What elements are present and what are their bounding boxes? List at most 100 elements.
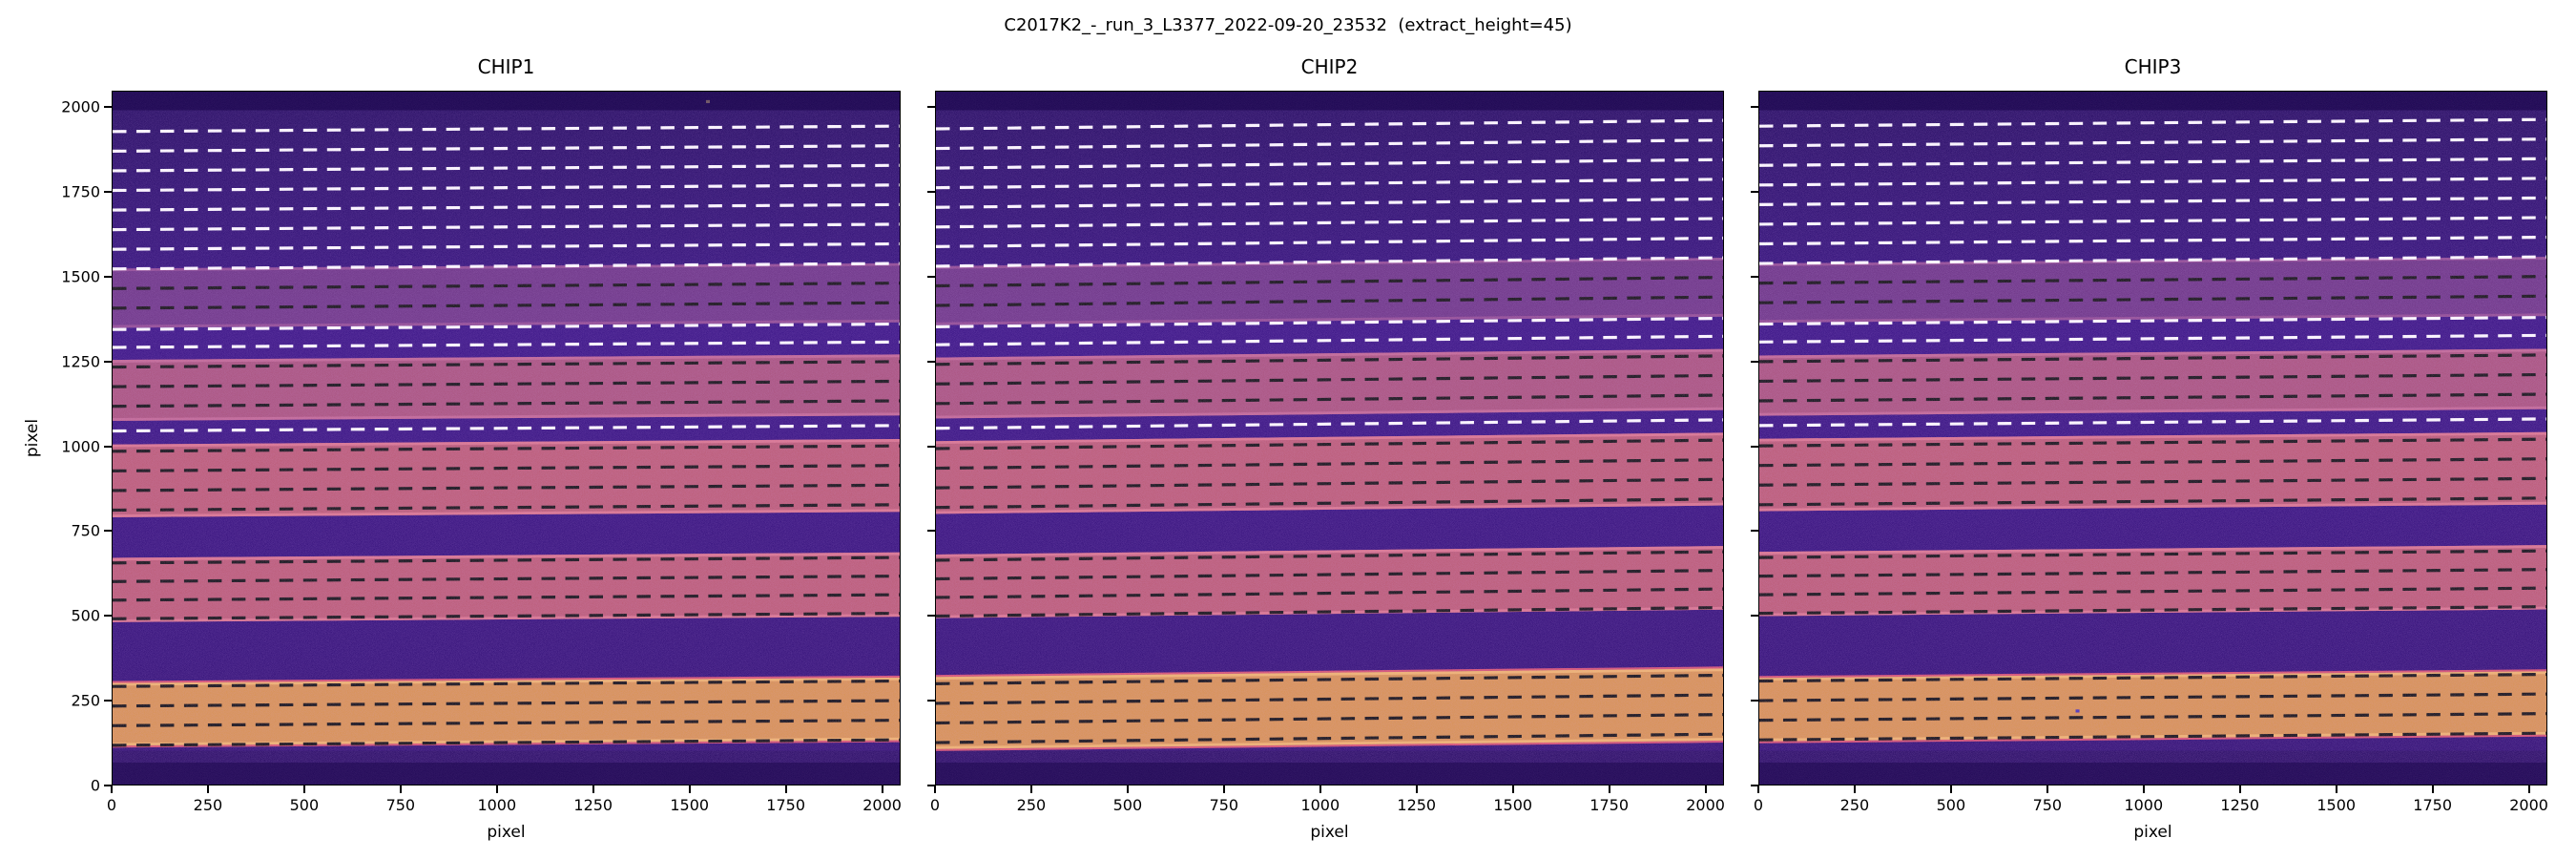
x-tick (495, 786, 498, 793)
y-tick (927, 275, 935, 278)
x-tick (111, 786, 113, 793)
chip2-title: CHIP2 (1300, 55, 1359, 78)
y-tick (104, 275, 112, 278)
x-tick-label: 500 (289, 796, 320, 814)
figure-title: C2017K2_-_run_3_L3377_2022-09-20_23532 (… (1004, 15, 1572, 35)
x-tick-label: 2000 (862, 796, 902, 814)
x-tick-label: 1000 (477, 796, 517, 814)
x-tick (206, 786, 209, 793)
x-axis-label: pixel (487, 823, 526, 842)
x-tick-label: 500 (1112, 796, 1143, 814)
x-axis-label: pixel (2133, 823, 2172, 842)
chip1-panel (112, 91, 901, 786)
x-tick (2335, 786, 2337, 793)
y-tick (104, 190, 112, 193)
x-tick (2142, 786, 2145, 793)
chip1-title: CHIP1 (477, 55, 535, 78)
y-tick (1751, 700, 1758, 702)
y-tick (104, 360, 112, 363)
x-tick (784, 786, 787, 793)
chip3-panel (1758, 91, 2547, 786)
x-tick (1222, 786, 1225, 793)
x-tick-label: 1250 (1397, 796, 1437, 814)
x-tick (1415, 786, 1418, 793)
x-tick-label: 1500 (1493, 796, 1533, 814)
x-tick-label: 250 (1016, 796, 1047, 814)
y-tick-label: 750 (71, 521, 100, 540)
x-tick-label: 0 (929, 796, 941, 814)
y-tick-label: 1500 (61, 267, 100, 286)
y-tick (1751, 275, 1758, 278)
x-tick-label: 1750 (2413, 796, 2453, 814)
y-tick-label: 1250 (61, 352, 100, 371)
x-tick-label: 1500 (670, 796, 710, 814)
y-tick (1751, 360, 1758, 363)
y-tick-label: 1000 (61, 437, 100, 456)
y-tick (104, 700, 112, 702)
y-tick (1751, 445, 1758, 448)
y-tick (104, 445, 112, 448)
x-tick-label: 0 (1753, 796, 1764, 814)
x-tick-label: 2000 (1686, 796, 1725, 814)
x-tick-label: 1000 (2124, 796, 2164, 814)
y-tick (104, 785, 112, 786)
y-axis-label: pixel (23, 418, 43, 458)
y-tick (1751, 615, 1758, 618)
x-tick (1511, 786, 1514, 793)
x-tick (592, 786, 594, 793)
x-tick-label: 1750 (1589, 796, 1630, 814)
y-tick (927, 190, 935, 193)
y-tick-label: 250 (71, 691, 100, 710)
x-tick (399, 786, 402, 793)
x-tick (1126, 786, 1129, 793)
x-tick (1029, 786, 1032, 793)
x-tick-label: 500 (1936, 796, 1966, 814)
x-tick (688, 786, 691, 793)
x-tick-label: 1250 (573, 796, 613, 814)
x-tick (1949, 786, 1952, 793)
y-tick (927, 530, 935, 533)
y-tick (927, 615, 935, 618)
y-tick (1751, 106, 1758, 109)
y-tick (1751, 785, 1758, 786)
y-tick (927, 360, 935, 363)
x-tick-label: 0 (106, 796, 117, 814)
x-tick (1757, 786, 1759, 793)
y-tick (104, 615, 112, 618)
y-tick-label: 500 (71, 606, 100, 625)
y-tick (927, 445, 935, 448)
x-tick-label: 750 (385, 796, 416, 814)
y-tick (927, 785, 935, 786)
x-tick (1319, 786, 1321, 793)
x-tick-label: 250 (1839, 796, 1870, 814)
x-tick (2527, 786, 2530, 793)
x-axis-label: pixel (1310, 823, 1349, 842)
x-tick-label: 1000 (1300, 796, 1340, 814)
y-tick (1751, 190, 1758, 193)
chip3-image (1759, 92, 2546, 785)
x-tick (1853, 786, 1856, 793)
y-tick-label: 1750 (61, 182, 100, 201)
x-tick-label: 2000 (2509, 796, 2548, 814)
y-tick (104, 106, 112, 109)
chip2-image (936, 92, 1723, 785)
x-tick (2431, 786, 2434, 793)
x-tick (2046, 786, 2048, 793)
x-tick-label: 750 (1209, 796, 1239, 814)
y-tick-label: 2000 (61, 97, 100, 116)
x-tick (1704, 786, 1707, 793)
y-tick (927, 106, 935, 109)
y-tick (927, 700, 935, 702)
y-tick-label: 0 (90, 776, 100, 795)
chip1-image (113, 92, 900, 785)
x-tick (934, 786, 936, 793)
x-tick (2238, 786, 2241, 793)
x-tick-label: 250 (193, 796, 223, 814)
x-tick (881, 786, 883, 793)
chip3-title: CHIP3 (2124, 55, 2182, 78)
y-tick (1751, 530, 1758, 533)
x-tick-label: 1750 (766, 796, 806, 814)
x-tick-label: 1250 (2220, 796, 2260, 814)
chip2-panel (935, 91, 1724, 786)
y-tick (104, 530, 112, 533)
